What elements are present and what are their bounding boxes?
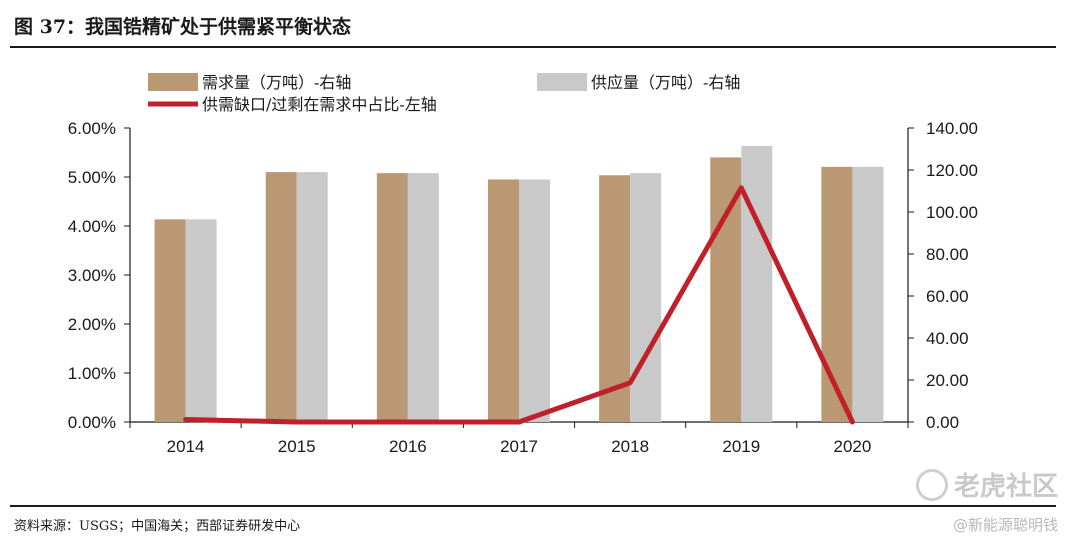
x-tick-label: 2016 [389, 437, 427, 456]
watermark-brand: 老虎社区 [915, 466, 1058, 503]
left-tick-label: 4.00% [68, 217, 116, 236]
left-tick-label: 2.00% [68, 315, 116, 334]
right-tick-label: 60.00 [926, 287, 969, 306]
gap-ratio-line [183, 185, 855, 425]
right-tick-label: 140.00 [926, 119, 978, 138]
bars [154, 145, 884, 422]
left-tick-label: 1.00% [68, 364, 116, 383]
right-tick-label: 20.00 [926, 371, 969, 390]
legend-supply-label: 供应量（万吨）-右轴 [591, 73, 740, 92]
right-tick-label: 0.00 [926, 413, 959, 432]
x-tick-label: 2014 [167, 437, 205, 456]
demand-bar [376, 173, 408, 422]
x-tick-label: 2015 [278, 437, 316, 456]
supply-bar [519, 179, 550, 422]
left-tick-label: 6.00% [68, 119, 116, 138]
supply-bar [407, 173, 439, 422]
demand-bar [488, 179, 519, 422]
supply-bar [852, 166, 884, 422]
supply-bar [630, 173, 662, 422]
supply-bar [185, 219, 217, 422]
legend-demand-label: 需求量（万吨）-右轴 [202, 73, 351, 92]
demand-bar [599, 175, 631, 422]
tiger-logo-icon [915, 468, 948, 501]
legend-demand-swatch [148, 73, 198, 91]
legend-supply-swatch [537, 73, 587, 91]
source-rule [10, 505, 1056, 507]
left-tick-label: 3.00% [68, 266, 116, 285]
x-tick-label: 2017 [500, 437, 538, 456]
demand-bar [821, 166, 853, 422]
demand-bar [265, 172, 297, 422]
source-note: 资料来源：USGS；中国海关；西部证券研发中心 [14, 519, 301, 534]
x-tick-label: 2019 [722, 437, 760, 456]
supply-bar [741, 145, 773, 422]
watermark-handle: @新能源聪明钱 [952, 516, 1058, 534]
right-tick-label: 100.00 [926, 203, 978, 222]
title-rule [10, 46, 1056, 48]
watermark-brand-text: 老虎社区 [953, 472, 1058, 502]
x-tick-label: 2018 [611, 437, 649, 456]
demand-bar [154, 219, 186, 422]
x-tick-label: 2020 [834, 437, 872, 456]
left-tick-label: 0.00% [68, 413, 116, 432]
left-tick-label: 5.00% [68, 168, 116, 187]
legend-gap-ratio-label: 供需缺口/过剩在需求中占比-左轴 [202, 95, 437, 114]
right-tick-label: 120.00 [926, 161, 978, 180]
right-tick-label: 40.00 [926, 329, 969, 348]
figure-title: 图 37：我国锆精矿处于供需紧平衡状态 [14, 16, 352, 38]
supply-bar [296, 172, 328, 422]
line-series [183, 185, 855, 425]
right-tick-label: 80.00 [926, 245, 969, 264]
